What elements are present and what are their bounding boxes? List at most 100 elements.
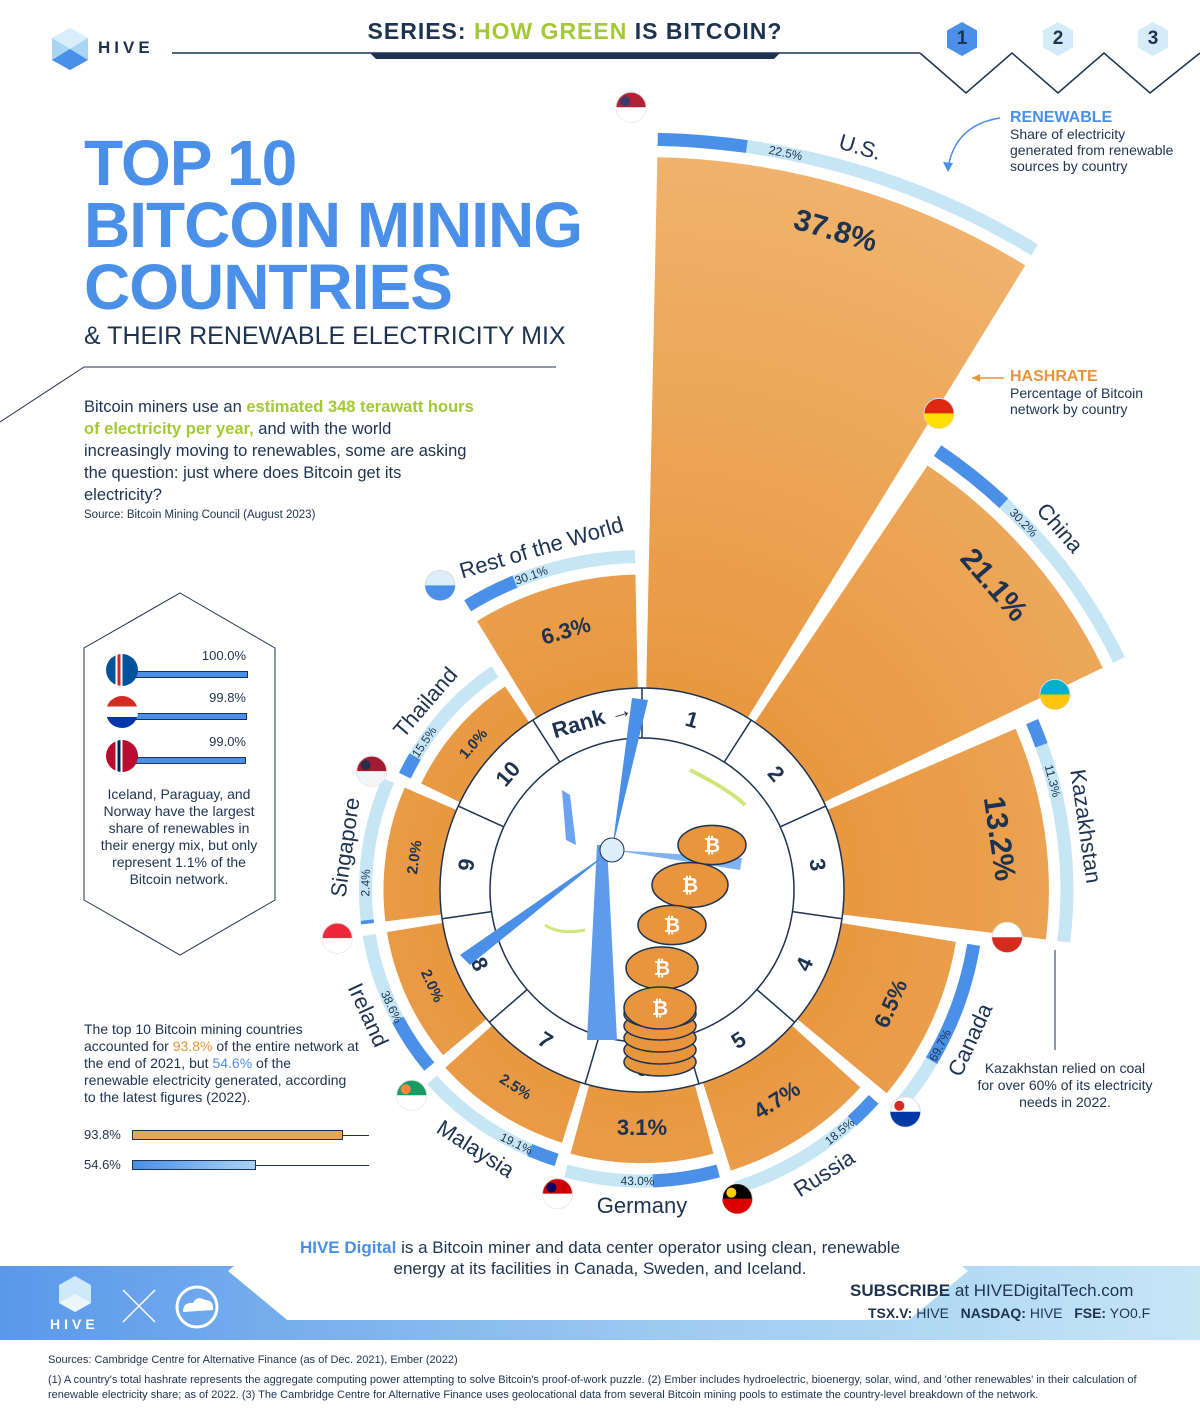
page-title: TOP 10 BITCOIN MINING COUNTRIES	[84, 127, 583, 323]
renewable-arrow-icon	[943, 162, 953, 172]
ticker-exchange: TSX.V:	[868, 1305, 913, 1321]
intro-highlight: estimated 348 terawatt hours of electric…	[84, 398, 474, 438]
renewable-row-norway: 99.0%	[106, 734, 246, 772]
hashrate-arrow-icon	[972, 374, 980, 382]
hive-info-text: HIVE Digital is a Bitcoin miner and data…	[290, 1237, 910, 1279]
title-rule-diag	[0, 366, 85, 423]
ticker-exchange: FSE:	[1074, 1305, 1107, 1321]
svg-text:₿: ₿	[664, 915, 680, 937]
rank-ring: 12345678910Rank →	[439, 687, 845, 1093]
bitcoin-coin-icon: ₿	[651, 861, 729, 909]
renewable-fill	[925, 943, 981, 1064]
renewable-fill	[657, 132, 748, 153]
top-renewables-text: Iceland, Paraguay, and Norway have the l…	[100, 786, 258, 887]
summary-renewable-value: 54.6%	[212, 1055, 253, 1071]
flag-icon	[356, 755, 388, 787]
ticker-exchange: NASDAQ:	[960, 1305, 1026, 1321]
hive-brand-link[interactable]: HIVE Digital	[299, 1238, 397, 1257]
flag-icon	[541, 1178, 573, 1210]
hive-logo-icon	[59, 1276, 91, 1312]
svg-text:₿: ₿	[654, 958, 670, 980]
flag-icon	[321, 922, 353, 954]
hex-panel	[83, 592, 276, 956]
subscribe-label: SUBSCRIBE	[850, 1281, 951, 1300]
top10-summary: The top 10 Bitcoin mining countries acco…	[84, 1021, 359, 1106]
series-prefix: SERIES:	[367, 18, 467, 44]
renewable-fill	[527, 1143, 559, 1167]
renewable-label: 22.5%	[768, 143, 804, 163]
summary-part: of the entire network at the end of 2021…	[84, 1038, 359, 1071]
subscribe-url[interactable]: at HIVEDigitalTech.com	[954, 1281, 1134, 1300]
renewable-fill	[847, 1094, 879, 1126]
footer-logo-text: HIVE	[50, 1316, 99, 1332]
intro-text: Bitcoin miners use an estimated 348 tera…	[84, 396, 474, 506]
hashrate-label: 2.0%	[404, 839, 426, 875]
renewable-row-paraguay: 99.8%	[106, 690, 247, 728]
flag-icon	[396, 1079, 428, 1111]
rank-divider	[532, 719, 561, 763]
summary-part: of the renewable electricity generated, …	[84, 1055, 347, 1105]
rank-divider	[441, 910, 492, 920]
kazakhstan-note: Kazakhstan relied on coal for over 60% o…	[977, 1060, 1153, 1110]
renewable-label: 2.4%	[358, 869, 373, 897]
series-highlight: HOW GREEN	[473, 18, 628, 44]
renewable-leader	[947, 117, 1001, 169]
intro-source: Source: Bitcoin Mining Council (August 2…	[84, 509, 316, 521]
tickers: TSX.V: HIVE NASDAQ: HIVE FSE: YO0.F	[868, 1305, 1150, 1321]
title-line-1: TOP 10	[84, 127, 297, 199]
renewable-value: 99.8%	[209, 690, 246, 705]
flag-icon	[991, 921, 1023, 953]
bitcoin-coin-icon: ₿	[637, 904, 707, 946]
hive-info-box	[228, 1222, 968, 1320]
hashrate-wedge	[642, 157, 1026, 890]
renewable-fill	[652, 1164, 720, 1188]
renewable-label: 43.0%	[620, 1174, 655, 1189]
renewable-value: 100.0%	[201, 648, 246, 663]
country-label: Germany	[597, 1193, 687, 1218]
renewable-share-bar	[132, 1160, 256, 1170]
ticker-symbol: YO0.F	[1109, 1305, 1151, 1321]
bitcoin-coin-icon: ₿	[677, 824, 747, 866]
flag-iceland-icon	[106, 654, 138, 686]
summary-hashrate-value: 93.8%	[172, 1038, 213, 1054]
renewable-row-iceland: 100.0%	[106, 648, 248, 686]
svg-text:₿: ₿	[652, 998, 668, 1020]
flag-icon	[923, 397, 955, 429]
renewable-fill	[392, 1016, 435, 1071]
renewable-share-label: 54.6%	[84, 1157, 121, 1172]
bitcoin-coin-icon: ₿	[625, 946, 699, 990]
renewable-fill	[464, 575, 518, 612]
flag-icon	[424, 569, 456, 601]
renewable-label: 18.5%	[822, 1115, 857, 1148]
hashrate-label: 3.1%	[617, 1115, 667, 1140]
flag-icon	[615, 91, 647, 123]
rank-divider	[457, 805, 505, 828]
hive-desc: is a Bitcoin miner and data center opera…	[393, 1238, 901, 1278]
country-label: U.S.	[836, 129, 884, 165]
legend-hashrate-title: HASHRATE	[1010, 368, 1098, 385]
legend-hashrate: HASHRATE Percentage of Bitcoin network b…	[1010, 368, 1180, 418]
rank-divider	[792, 910, 843, 920]
flag-icon	[889, 1096, 921, 1128]
logo-text: HIVE	[98, 38, 154, 57]
rank-divider	[584, 1035, 600, 1085]
legend-hashrate-desc: Percentage of Bitcoin network by country	[1010, 385, 1144, 417]
ticker-symbol: HIVE	[916, 1305, 949, 1321]
flag-icon	[721, 1183, 753, 1215]
slice-u-s-: 22.5%37.8%U.S.	[615, 91, 1039, 890]
svg-text:₿: ₿	[682, 875, 698, 897]
renewable-track	[1026, 719, 1074, 943]
renewable-track	[359, 777, 395, 925]
header-rule-accent	[370, 53, 780, 59]
title-line-3: COUNTRIES	[84, 251, 453, 323]
series-title: SERIES: HOW GREEN IS BITCOIN?	[0, 18, 1150, 45]
hashrate-share-label: 93.8%	[84, 1127, 121, 1142]
intro-part-1: Bitcoin miners use an	[84, 398, 242, 416]
legend-renewable: RENEWABLE Share of electricity generated…	[1010, 110, 1180, 175]
page-subtitle: & THEIR RENEWABLE ELECTRICITY MIX	[84, 322, 566, 350]
footer-logos	[59, 1276, 219, 1329]
renewable-fill	[399, 753, 421, 779]
renewable-value: 99.0%	[209, 734, 246, 749]
subscribe-cta[interactable]: SUBSCRIBE at HIVEDigitalTech.com	[850, 1281, 1133, 1301]
